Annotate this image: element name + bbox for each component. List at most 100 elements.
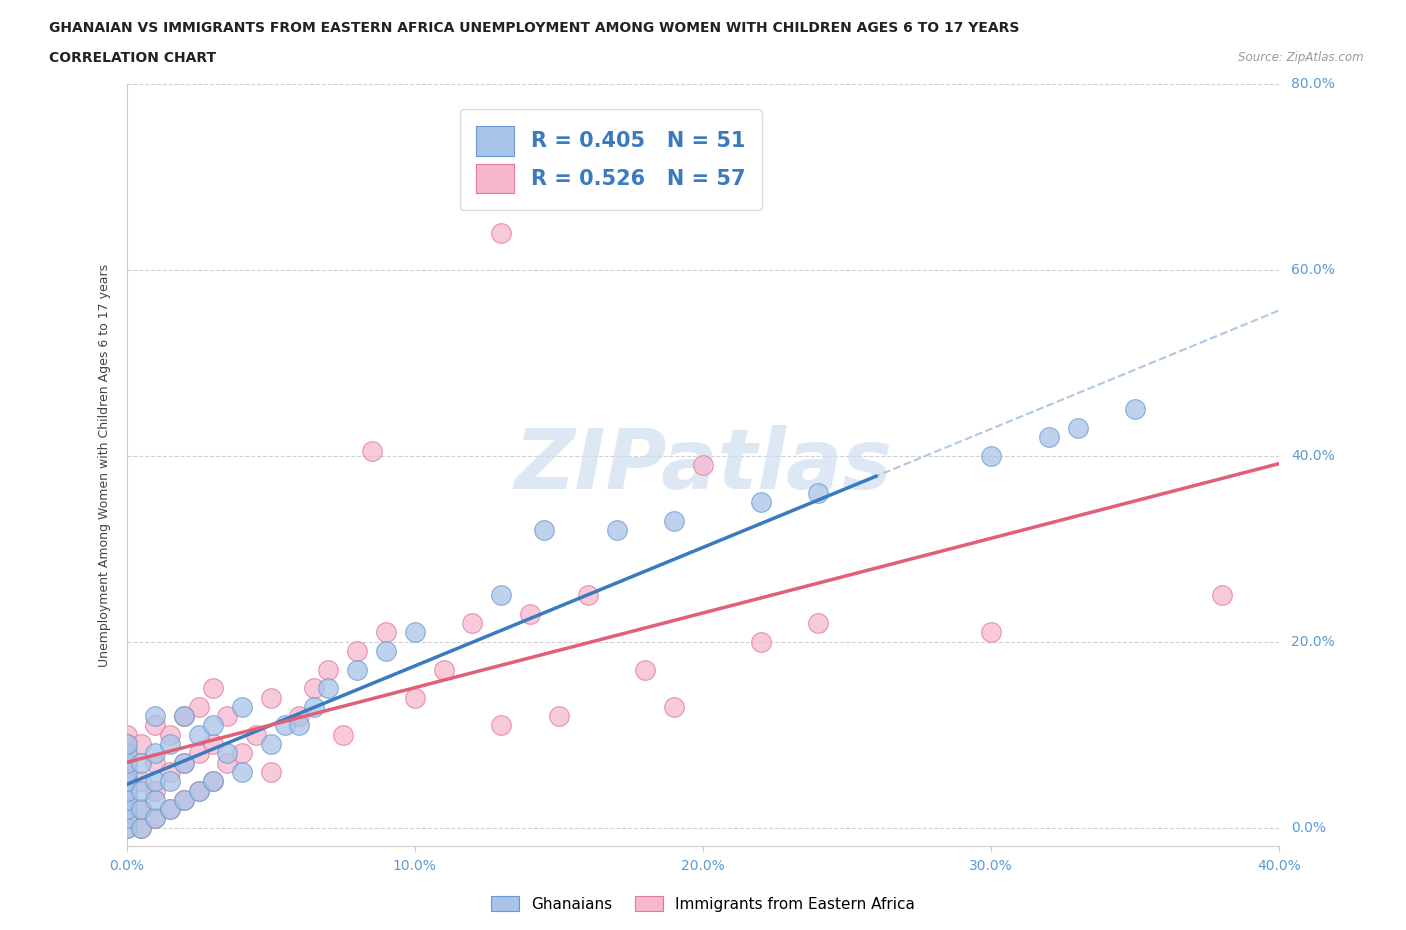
Point — [288, 709, 311, 724]
Point — [346, 644, 368, 658]
Point — [318, 662, 340, 677]
Point — [145, 774, 166, 789]
Point — [1211, 588, 1233, 603]
Point — [129, 737, 152, 751]
Point — [202, 718, 225, 733]
Point — [202, 681, 225, 696]
Point — [576, 588, 599, 603]
Point — [145, 718, 166, 733]
Point — [187, 783, 209, 798]
Point — [115, 737, 138, 751]
Text: GHANAIAN VS IMMIGRANTS FROM EASTERN AFRICA UNEMPLOYMENT AMONG WOMEN WITH CHILDRE: GHANAIAN VS IMMIGRANTS FROM EASTERN AFRI… — [49, 21, 1019, 35]
Text: 40.0%: 40.0% — [1291, 448, 1334, 463]
Point — [360, 444, 382, 458]
Point — [115, 727, 138, 742]
Point — [433, 662, 456, 677]
Point — [634, 662, 657, 677]
Point — [115, 774, 138, 789]
Point — [274, 718, 297, 733]
Point — [519, 606, 541, 621]
Point — [129, 820, 152, 835]
Point — [664, 513, 686, 528]
Point — [374, 644, 398, 658]
Point — [489, 225, 512, 240]
Point — [129, 802, 152, 817]
Point — [404, 625, 426, 640]
Point — [159, 727, 181, 742]
Point — [259, 764, 281, 779]
Point — [115, 746, 138, 761]
Point — [605, 523, 627, 538]
Point — [217, 746, 239, 761]
Point — [404, 690, 426, 705]
Point — [749, 495, 772, 510]
Point — [231, 699, 253, 714]
Point — [259, 737, 281, 751]
Point — [1123, 402, 1146, 417]
Point — [115, 820, 138, 835]
Point — [145, 792, 166, 807]
Legend: R = 0.405   N = 51, R = 0.526   N = 57: R = 0.405 N = 51, R = 0.526 N = 57 — [460, 110, 762, 210]
Point — [807, 616, 830, 631]
Point — [173, 709, 195, 724]
Point — [318, 681, 340, 696]
Text: 0.0%: 0.0% — [1291, 820, 1326, 835]
Point — [288, 718, 311, 733]
Point — [187, 783, 209, 798]
Point — [159, 737, 181, 751]
Point — [115, 764, 138, 779]
Point — [173, 755, 195, 770]
Text: 60.0%: 60.0% — [1291, 262, 1334, 277]
Point — [159, 802, 181, 817]
Point — [115, 792, 138, 807]
Point — [129, 783, 152, 798]
Point — [115, 811, 138, 826]
Point — [231, 746, 253, 761]
Text: CORRELATION CHART: CORRELATION CHART — [49, 51, 217, 65]
Point — [145, 709, 166, 724]
Point — [145, 746, 166, 761]
Point — [1067, 420, 1090, 435]
Point — [202, 774, 225, 789]
Point — [145, 811, 166, 826]
Point — [115, 755, 138, 770]
Point — [159, 802, 181, 817]
Point — [115, 774, 138, 789]
Point — [332, 727, 354, 742]
Point — [374, 625, 398, 640]
Point — [807, 485, 830, 500]
Point — [115, 792, 138, 807]
Legend: Ghanaians, Immigrants from Eastern Africa: Ghanaians, Immigrants from Eastern Afric… — [485, 889, 921, 918]
Point — [129, 802, 152, 817]
Point — [129, 774, 152, 789]
Point — [115, 802, 138, 817]
Text: 80.0%: 80.0% — [1291, 76, 1334, 91]
Point — [489, 588, 512, 603]
Text: ZIPatlas: ZIPatlas — [515, 424, 891, 506]
Point — [217, 709, 239, 724]
Point — [173, 792, 195, 807]
Y-axis label: Unemployment Among Women with Children Ages 6 to 17 years: Unemployment Among Women with Children A… — [97, 263, 111, 667]
Point — [115, 737, 138, 751]
Point — [461, 616, 484, 631]
Point — [129, 755, 152, 770]
Point — [187, 746, 209, 761]
Text: 20.0%: 20.0% — [1291, 634, 1334, 649]
Point — [115, 755, 138, 770]
Point — [115, 802, 138, 817]
Point — [346, 662, 368, 677]
Text: Source: ZipAtlas.com: Source: ZipAtlas.com — [1239, 51, 1364, 64]
Point — [692, 458, 714, 472]
Point — [115, 783, 138, 798]
Point — [173, 755, 195, 770]
Point — [115, 820, 138, 835]
Point — [489, 718, 512, 733]
Point — [302, 699, 325, 714]
Point — [159, 764, 181, 779]
Point — [202, 774, 225, 789]
Point — [187, 727, 209, 742]
Point — [145, 783, 166, 798]
Point — [533, 523, 555, 538]
Point — [159, 774, 181, 789]
Point — [173, 792, 195, 807]
